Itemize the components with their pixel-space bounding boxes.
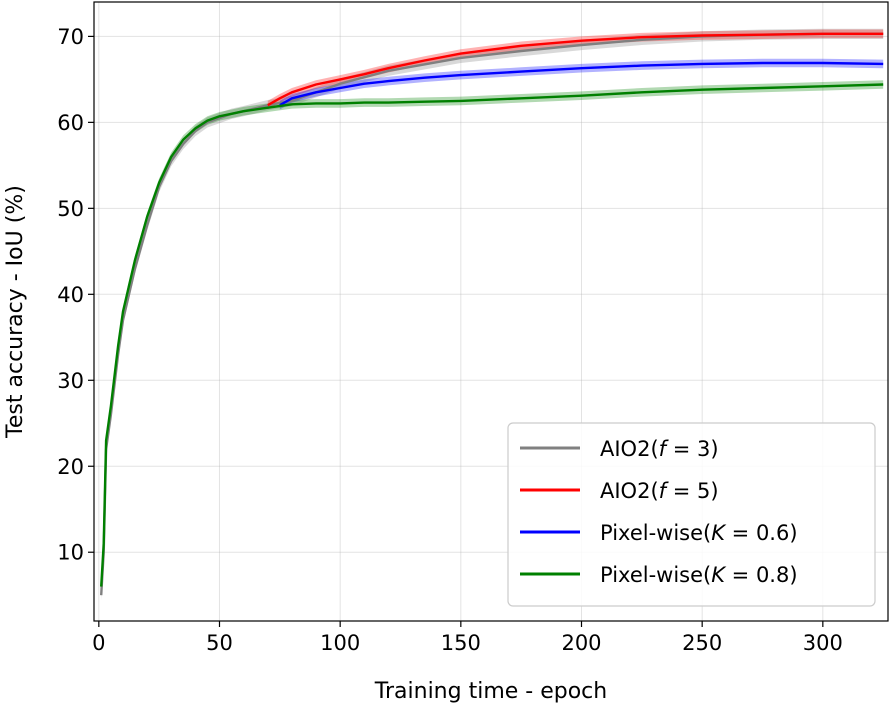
x-axis-label: Training time - epoch — [374, 679, 607, 704]
grid — [94, 2, 888, 621]
series-line — [267, 32, 884, 107]
y-tick-label: 60 — [57, 111, 84, 135]
x-tick-label: 150 — [441, 631, 481, 655]
y-tick-label: 20 — [57, 455, 84, 479]
legend: AIO2(f = 3) AIO2(f = 5) Pixel-wise(K = 0.6… — [507, 422, 876, 607]
x-tick-label: 200 — [561, 631, 601, 655]
y-tick-label: 50 — [57, 197, 84, 221]
x-tick-label: 250 — [682, 631, 722, 655]
series-line — [279, 61, 884, 107]
legend-entry-label: AIO2(f = 3) — [600, 437, 719, 461]
series-lines — [100, 32, 884, 596]
y-tick-label: 10 — [57, 541, 84, 565]
legend-entry-label: AIO2(f = 5) — [600, 479, 719, 503]
axis-ticks: 0 50 100 150 200 250 300 10 20 30 40 50 60 70 — [57, 25, 843, 655]
series-line — [100, 83, 884, 587]
y-tick-label: 70 — [57, 25, 84, 49]
legend-box — [507, 422, 876, 607]
y-axis-label: Test accuracy - IoU (%) — [3, 185, 28, 439]
x-tick-label: 0 — [92, 631, 105, 655]
legend-entry-label: Pixel-wise(K = 0.8) — [600, 563, 798, 587]
y-tick-label: 30 — [57, 369, 84, 393]
x-tick-label: 50 — [206, 631, 233, 655]
plot-area-frame — [93, 1, 889, 622]
x-tick-label: 300 — [803, 631, 843, 655]
x-tick-label: 100 — [320, 631, 360, 655]
legend-entry-label: Pixel-wise(K = 0.6) — [600, 521, 798, 545]
y-tick-label: 40 — [57, 283, 84, 307]
